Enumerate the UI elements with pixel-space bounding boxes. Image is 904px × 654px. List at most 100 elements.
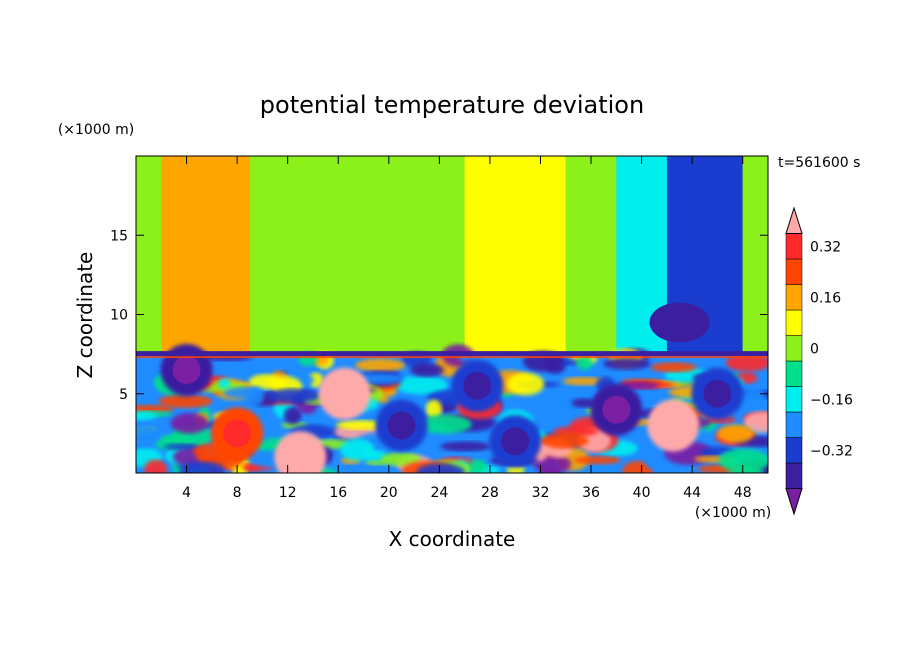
colorbar-bin <box>785 309 803 336</box>
x-tick-label: 4 <box>182 485 191 501</box>
colorbar-bin <box>785 386 803 413</box>
upper-region <box>742 156 768 355</box>
lower-feature-core <box>501 427 530 456</box>
y-axis: 5 10 15 <box>110 228 768 403</box>
colorbar-top-arrow <box>785 206 803 234</box>
colorbar: 0.32 0.16 0 −0.16 −0.32 <box>785 206 853 516</box>
turbulence-cell <box>144 459 168 473</box>
lower-feature-core <box>703 379 732 408</box>
time-label: t=561600 s <box>778 155 860 171</box>
colorbar-bin <box>785 258 803 285</box>
turbulence-cell <box>574 455 621 465</box>
lower-feature-core <box>659 411 688 440</box>
lower-feature-core <box>223 419 252 448</box>
turbulence-cell <box>603 357 651 370</box>
x-axis-title: X coordinate <box>389 527 516 551</box>
turbulence-cell <box>163 443 199 450</box>
turbulence-cell <box>340 438 375 461</box>
turbulence-cell <box>170 412 209 434</box>
colorbar-bin <box>785 411 803 438</box>
upper-field <box>136 156 768 355</box>
colorbar-bin <box>785 233 803 260</box>
turbulence-cell <box>418 414 472 434</box>
turbulence-cell <box>336 420 387 430</box>
turbulence-cell <box>725 354 768 372</box>
x-tick-label: 16 <box>329 485 347 501</box>
y-tick-label: 5 <box>119 387 128 403</box>
warm-anomaly <box>187 316 224 345</box>
colorbar-bottom-arrow <box>785 488 803 516</box>
turbulence-cell <box>743 387 766 411</box>
lower-feature-core <box>463 371 492 400</box>
y-tick-label: 10 <box>110 308 128 324</box>
colorbar-label: −0.16 <box>810 392 853 408</box>
turbulence-cell <box>425 399 443 419</box>
lower-feature-core <box>330 379 359 408</box>
x-tick-label: 32 <box>532 485 550 501</box>
turbulence-cell <box>265 388 322 403</box>
x-unit-label: (×1000 m) <box>695 505 771 521</box>
turbulence-cell <box>248 374 283 390</box>
colorbar-bin <box>785 437 803 464</box>
colorbar-bin <box>785 360 803 387</box>
turbulence-cell <box>576 355 594 371</box>
inversion-band <box>136 351 768 359</box>
lower-feature-core <box>387 411 416 440</box>
turbulence-cell <box>562 377 606 386</box>
x-tick-label: 44 <box>683 485 701 501</box>
inversion-line <box>136 356 768 359</box>
x-tick-label: 12 <box>279 485 297 501</box>
lower-feature-core <box>286 443 315 472</box>
turbulence-cell <box>136 423 162 448</box>
cold-anomaly <box>649 302 710 343</box>
turbulence-cell <box>308 372 324 388</box>
colorbar-bin <box>785 462 803 489</box>
colorbar-label: 0.16 <box>810 290 841 306</box>
turbulence-cell <box>571 398 596 408</box>
turbulence-cell <box>718 448 768 473</box>
turbulence-cell <box>247 386 265 406</box>
x-tick-label: 40 <box>633 485 651 501</box>
turbulence-cell <box>650 362 697 373</box>
turbulence-cell <box>743 411 768 433</box>
y-tick-label: 15 <box>110 228 128 244</box>
colorbar-bin <box>785 335 803 362</box>
colorbar-bin <box>785 284 803 311</box>
turbulence-cell <box>136 411 157 421</box>
turbulence-cell <box>644 451 660 469</box>
turbulence-cell <box>410 363 444 377</box>
turbulence-cell <box>541 432 589 449</box>
turbulence-cell <box>283 406 302 425</box>
upper-region <box>565 156 617 355</box>
lower-field <box>136 343 768 473</box>
turbulence-cell <box>158 394 213 408</box>
turbulence-cell <box>468 459 487 473</box>
upper-region <box>136 156 162 355</box>
x-tick-label: 48 <box>734 485 752 501</box>
turbulence-cell <box>507 372 545 396</box>
y-unit-label: (×1000 m) <box>58 122 134 138</box>
x-tick-label: 28 <box>481 485 499 501</box>
lower-feature-core <box>172 355 201 384</box>
plot-area <box>136 156 768 473</box>
lower-feature-core <box>602 395 631 424</box>
x-tick-label: 20 <box>380 485 398 501</box>
turbulence-cell <box>717 424 754 444</box>
turbulence-cell <box>622 460 653 473</box>
upper-region <box>464 156 566 355</box>
turbulence-cell <box>552 402 575 415</box>
colorbar-label: 0.32 <box>810 239 841 255</box>
x-tick-label: 36 <box>582 485 600 501</box>
turbulence-cell <box>179 461 225 473</box>
turbulence-cell <box>217 378 231 389</box>
y-axis-title: Z coordinate <box>73 252 97 379</box>
turbulence-cell <box>355 358 406 373</box>
upper-region <box>249 156 465 355</box>
colorbar-label: 0 <box>810 341 819 357</box>
x-axis: 4 8 12 16 20 24 28 32 36 40 44 48 <box>182 156 752 501</box>
turbulence-cell <box>380 452 421 467</box>
turbulence-cell <box>440 441 491 452</box>
x-tick-label: 24 <box>430 485 448 501</box>
turbulence-cell <box>416 463 465 473</box>
x-tick-label: 8 <box>233 485 242 501</box>
